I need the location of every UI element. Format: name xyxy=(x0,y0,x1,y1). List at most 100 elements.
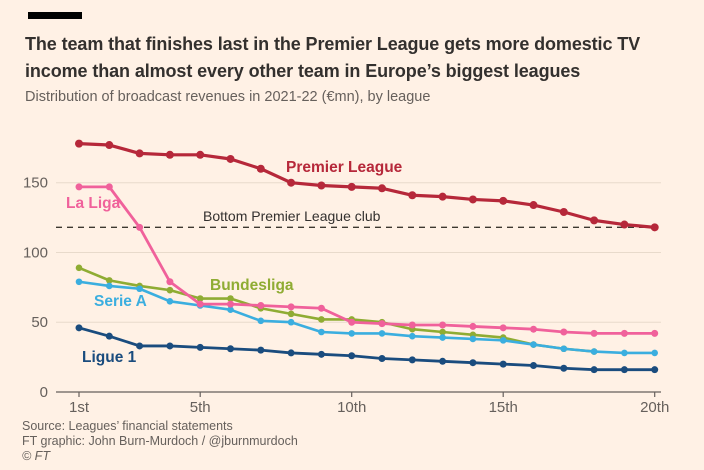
series-point-la-liga xyxy=(196,300,204,308)
series-point-premier-league xyxy=(256,164,265,173)
series-point-ligue-1 xyxy=(378,355,386,363)
series-label-premier-league: Premier League xyxy=(286,159,403,176)
series-point-ligue-1 xyxy=(317,350,325,358)
series-point-premier-league xyxy=(590,216,599,225)
series-point-serie-a xyxy=(621,349,628,357)
x-axis-tick-label: 20th xyxy=(640,399,669,416)
series-point-ligue-1 xyxy=(227,345,234,353)
series-point-serie-a xyxy=(590,348,598,355)
x-axis-tick-label: 1st xyxy=(69,399,90,416)
series-point-serie-a xyxy=(166,298,174,305)
series-point-ligue-1 xyxy=(530,361,537,369)
series-point-bundesliga xyxy=(75,264,83,272)
series-point-premier-league xyxy=(620,220,629,229)
series-point-serie-a xyxy=(348,330,356,337)
series-point-ligue-1 xyxy=(348,352,356,360)
series-point-bundesliga xyxy=(106,277,113,284)
series-point-serie-a xyxy=(378,330,386,337)
series-point-premier-league xyxy=(105,141,114,150)
series-point-ligue-1 xyxy=(136,342,144,350)
series-point-la-liga xyxy=(166,278,174,286)
series-point-ligue-1 xyxy=(590,366,598,374)
series-point-la-liga xyxy=(257,301,265,309)
series-point-ligue-1 xyxy=(105,332,113,340)
series-point-premier-league xyxy=(226,154,235,163)
credit-note: FT graphic: John Burn-Murdoch / @jburnmu… xyxy=(22,434,298,448)
series-point-bundesliga xyxy=(287,310,295,318)
series-point-premier-league xyxy=(468,195,477,204)
title-line-1: The team that finishes last in the Premi… xyxy=(25,34,641,54)
series-point-serie-a xyxy=(227,306,234,313)
series-point-la-liga xyxy=(105,183,113,191)
series-point-la-liga xyxy=(469,322,477,330)
series-point-ligue-1 xyxy=(439,357,447,365)
ft-top-bar xyxy=(28,12,82,19)
copyright-note: © FT xyxy=(22,449,50,463)
y-axis-tick-label: 0 xyxy=(40,384,48,401)
series-point-premier-league xyxy=(165,150,174,159)
series-point-la-liga xyxy=(378,320,386,328)
series-point-serie-a xyxy=(439,334,446,341)
series-point-la-liga xyxy=(439,321,447,329)
series-point-la-liga xyxy=(651,329,659,337)
reference-line-label: Bottom Premier League club xyxy=(203,208,381,224)
x-axis-tick-label: 5th xyxy=(190,399,211,416)
series-point-premier-league xyxy=(438,192,447,201)
series-point-la-liga xyxy=(317,304,325,312)
series-label-serie-a: Serie A xyxy=(94,293,147,310)
series-point-ligue-1 xyxy=(620,366,628,374)
series-line-ligue-1 xyxy=(77,326,657,372)
series-point-ligue-1 xyxy=(651,366,659,374)
series-label-bundesliga: Bundesliga xyxy=(210,277,294,294)
series-point-la-liga xyxy=(408,321,416,329)
series-point-serie-a xyxy=(560,345,568,353)
series-point-premier-league xyxy=(317,181,326,190)
series-point-serie-a xyxy=(257,317,265,325)
series-point-serie-a xyxy=(75,278,83,286)
series-point-la-liga xyxy=(560,328,568,336)
series-point-serie-a xyxy=(651,349,658,357)
series-point-la-liga xyxy=(530,325,537,333)
series-point-premier-league xyxy=(650,223,659,232)
series-point-premier-league xyxy=(135,149,144,158)
y-axis-tick-label: 50 xyxy=(31,314,48,331)
series-point-premier-league xyxy=(559,208,568,217)
y-axis-tick-label: 100 xyxy=(23,244,48,261)
series-point-bundesliga xyxy=(318,316,325,323)
series-point-la-liga xyxy=(499,324,507,332)
title-line-2: income than almost every other team in E… xyxy=(25,61,581,81)
series-point-serie-a xyxy=(318,328,325,336)
series-point-serie-a xyxy=(136,285,143,293)
chart-footer: Source: Leagues’ financial statements FT… xyxy=(22,419,298,464)
series-label-la-liga: La Liga xyxy=(66,195,121,212)
series-point-ligue-1 xyxy=(257,346,265,354)
x-axis-tick-label: 15th xyxy=(489,399,518,416)
series-point-bundesliga xyxy=(196,295,204,302)
series-point-premier-league xyxy=(408,191,417,200)
page-title: The team that finishes last in the Premi… xyxy=(25,31,685,85)
series-point-serie-a xyxy=(409,332,416,340)
series-point-la-liga xyxy=(590,329,598,337)
series-point-la-liga xyxy=(287,303,295,311)
series-point-ligue-1 xyxy=(287,349,295,357)
series-point-bundesliga xyxy=(439,328,446,336)
series-point-serie-a xyxy=(469,335,477,343)
series-line-bundesliga xyxy=(77,266,596,353)
series-point-ligue-1 xyxy=(560,364,568,372)
series-point-premier-league xyxy=(196,150,205,159)
chart-subtitle: Distribution of broadcast revenues in 20… xyxy=(25,89,431,105)
series-point-ligue-1 xyxy=(408,356,416,364)
series-point-la-liga xyxy=(620,329,628,337)
series-point-la-liga xyxy=(227,300,234,308)
series-point-la-liga xyxy=(348,318,356,326)
series-point-serie-a xyxy=(530,341,537,348)
series-point-premier-league xyxy=(287,178,296,187)
source-note: Source: Leagues’ financial statements xyxy=(22,419,233,433)
series-point-premier-league xyxy=(529,201,538,210)
series-point-bundesliga xyxy=(166,286,174,294)
series-point-ligue-1 xyxy=(499,360,507,368)
series-point-serie-a xyxy=(287,318,295,326)
series-point-ligue-1 xyxy=(75,324,83,332)
series-point-ligue-1 xyxy=(469,359,477,367)
